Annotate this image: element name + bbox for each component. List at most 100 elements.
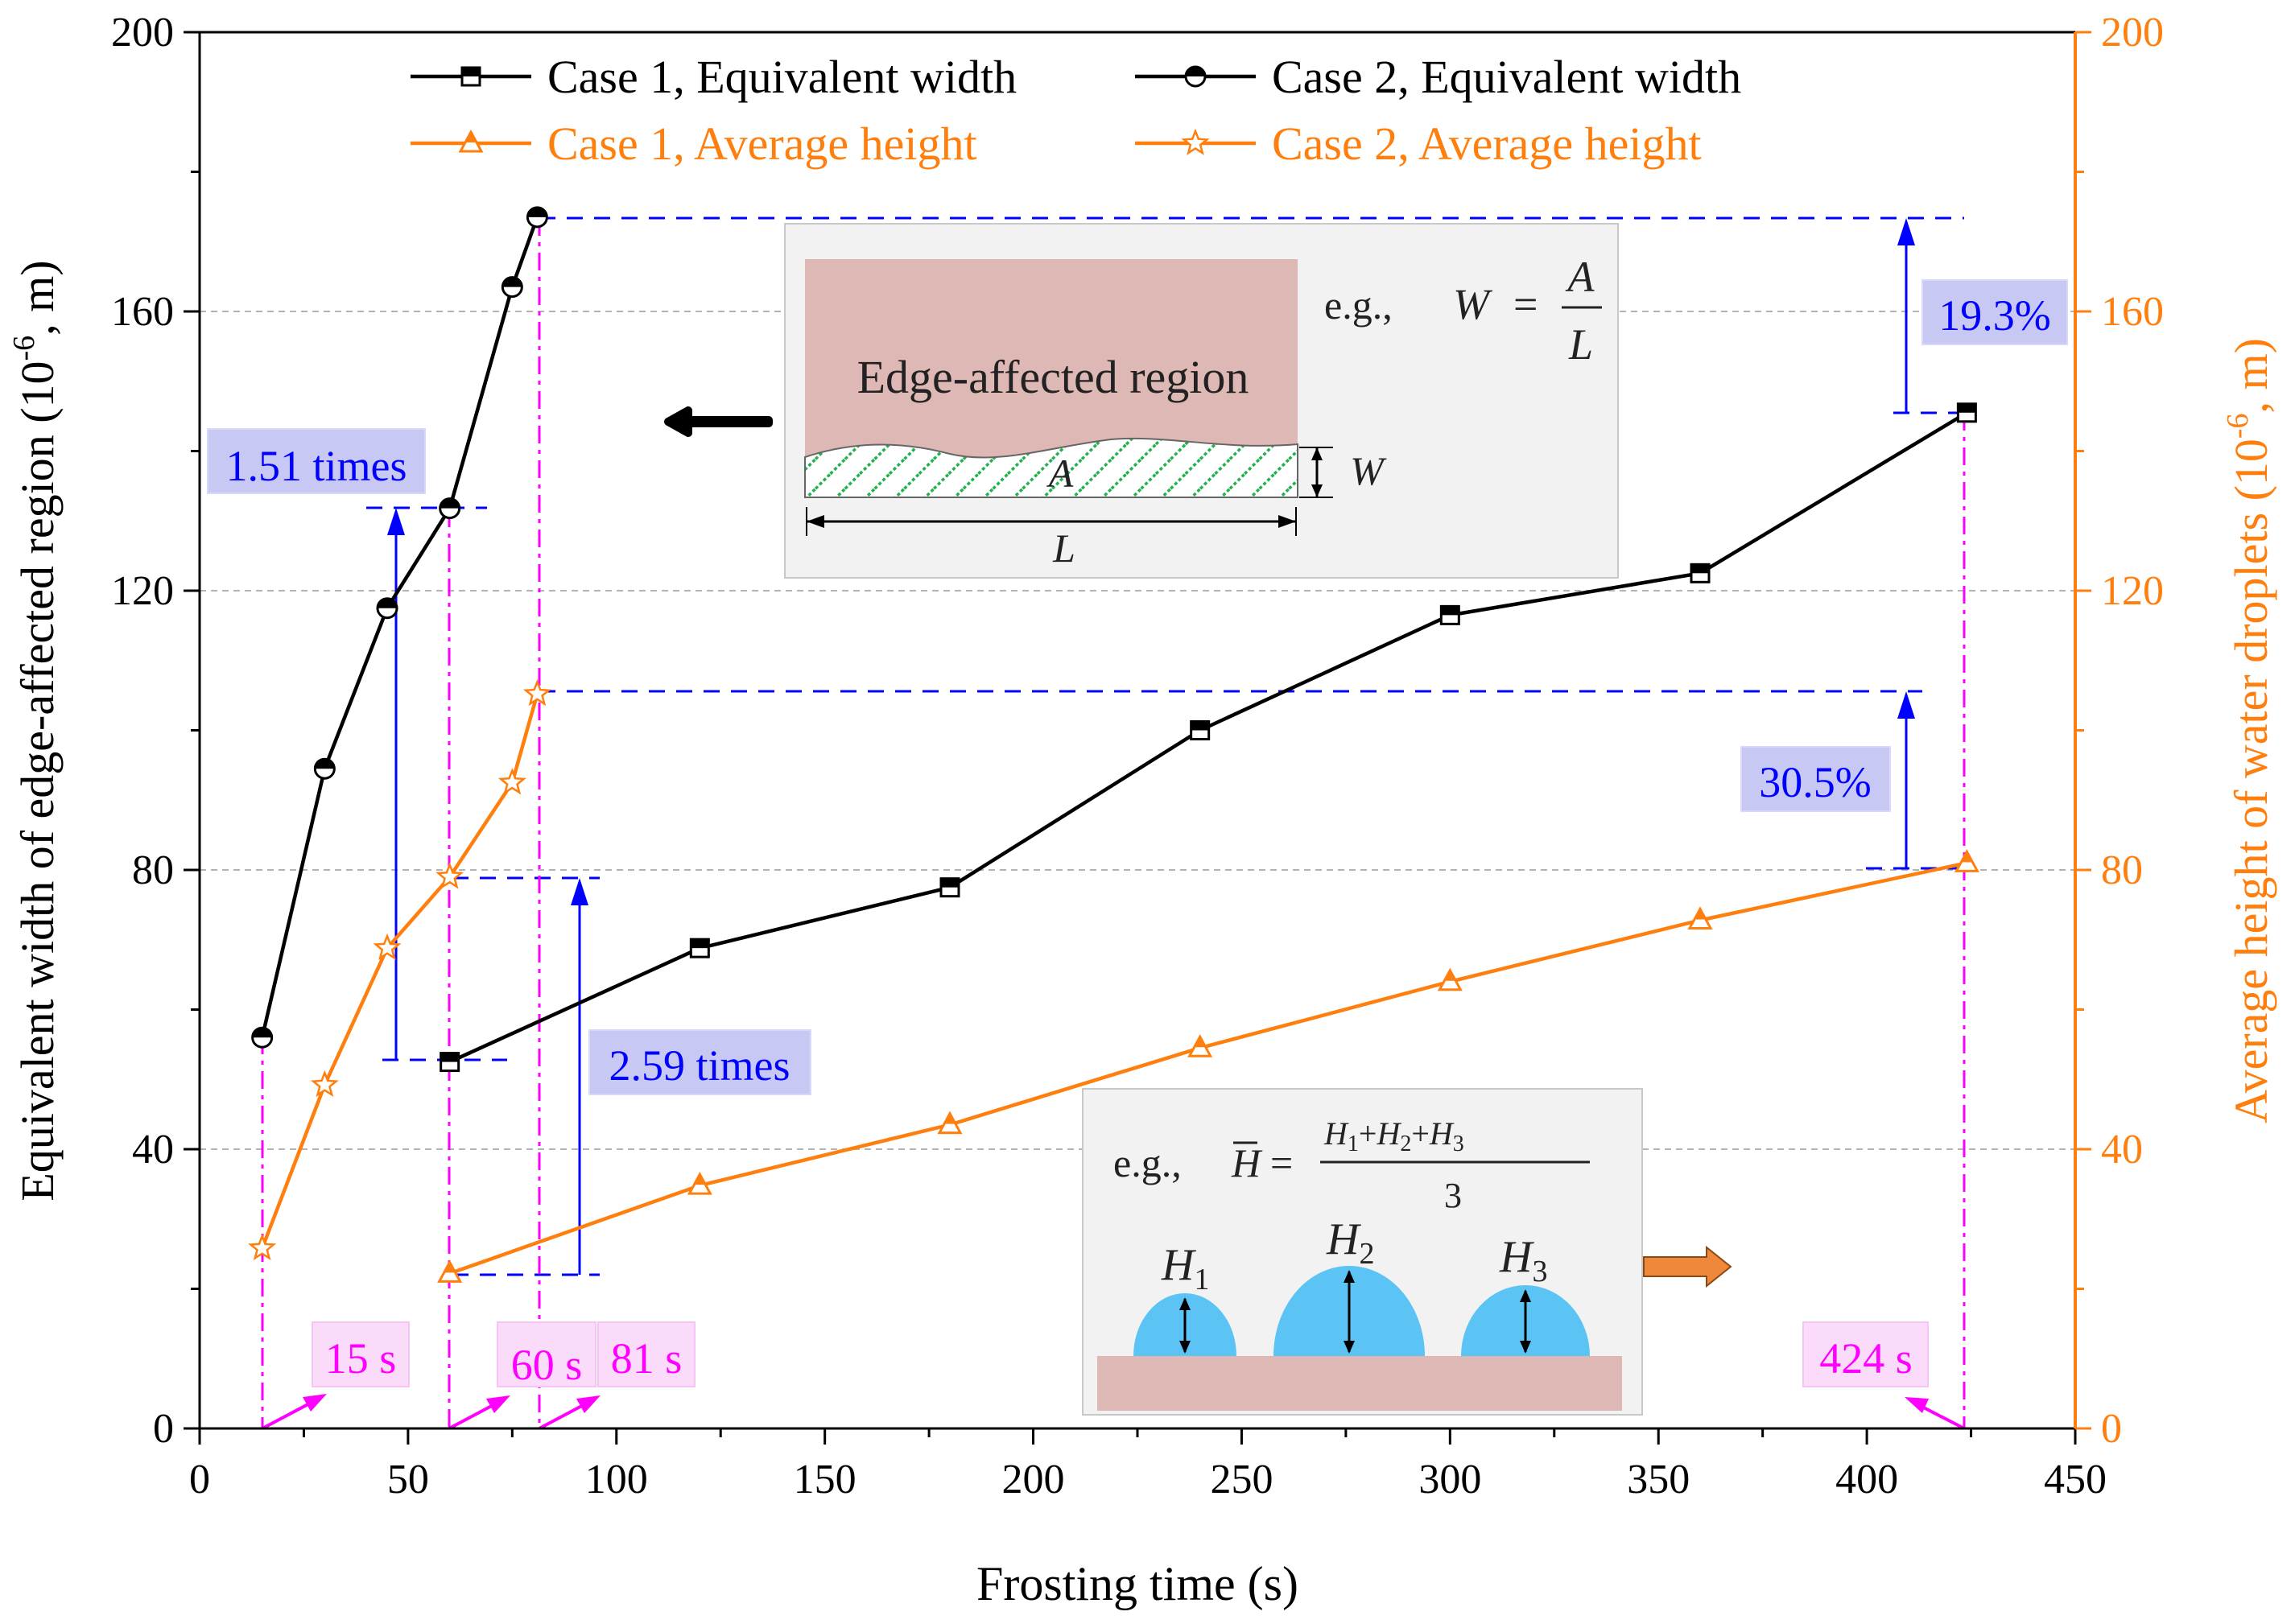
series-line-2 xyxy=(260,216,539,1038)
y-right-tick-label: 80 xyxy=(2101,847,2143,893)
star-marker xyxy=(373,933,402,961)
x-tick-label: 450 xyxy=(2044,1457,2107,1502)
pct-193-label: 19.3% xyxy=(1938,291,2050,340)
t15-label: 15 s xyxy=(325,1334,397,1383)
formula-hbar: H xyxy=(1231,1140,1263,1185)
droplet-arrowheads xyxy=(1179,1270,1531,1354)
blue-arrowhead-259 xyxy=(571,878,588,905)
x-tick-label: 400 xyxy=(1835,1457,1898,1502)
circle-marker xyxy=(251,1026,274,1049)
star-marker xyxy=(497,768,526,795)
t81-box xyxy=(597,1321,696,1387)
label-w: W xyxy=(1350,448,1387,493)
triangle-marker xyxy=(687,1171,712,1195)
l-arrow-right xyxy=(1278,515,1296,528)
l-arrow-left xyxy=(807,515,824,528)
star-marker xyxy=(310,1070,339,1098)
square-marker xyxy=(460,66,481,87)
legend-label-4: Case 2, Average height xyxy=(1272,117,1702,170)
x-tick-label: 200 xyxy=(1002,1457,1065,1502)
square-marker xyxy=(1439,604,1460,625)
w-arrow-bottom xyxy=(1311,484,1323,497)
y-right-tick-label: 200 xyxy=(2101,10,2164,56)
blue-arrowhead-193 xyxy=(1897,218,1915,245)
label-l: L xyxy=(1052,526,1075,571)
magenta-pointers xyxy=(262,1394,1965,1430)
triangle-marker xyxy=(1187,1034,1213,1057)
star-marker xyxy=(435,862,464,889)
x-tick-label: 250 xyxy=(1210,1457,1273,1502)
formula-numerator: H1+H2+H3 xyxy=(1323,1115,1464,1156)
blue-arrowhead-151 xyxy=(387,508,405,535)
h3-label: H3 xyxy=(1499,1232,1547,1288)
x-tick-label: 50 xyxy=(387,1457,429,1502)
h1-label: H1 xyxy=(1161,1240,1209,1296)
star-marker xyxy=(248,1233,277,1261)
t15-box xyxy=(312,1321,410,1387)
circle-marker xyxy=(526,206,548,229)
series-layer xyxy=(248,206,1979,1283)
formula-w: W xyxy=(1453,280,1493,328)
star-marker xyxy=(522,678,551,707)
times-151-label: 1.51 times xyxy=(226,442,407,490)
edge-region-inset: Edge-affected region A L W e.g., W = A L xyxy=(784,223,1619,579)
y-left-tick-label: 200 xyxy=(111,10,174,56)
triangle-marker xyxy=(1954,849,1979,872)
y-left-tick-label: 120 xyxy=(111,568,174,614)
circle-marker xyxy=(313,757,336,780)
left-axis-arrow xyxy=(664,406,773,437)
circle-marker xyxy=(439,497,461,520)
formula-h-equals: = xyxy=(1270,1140,1293,1185)
t60-label: 60 s xyxy=(511,1341,583,1389)
hatched-area xyxy=(804,437,1298,498)
eg-label-2: e.g., xyxy=(1113,1140,1182,1185)
times-259-box xyxy=(588,1029,811,1095)
legend-label-2: Case 2, Equivalent width xyxy=(1272,51,1741,103)
square-marker xyxy=(1690,563,1711,583)
x-axis-title: Frosting time (s) xyxy=(976,1557,1298,1610)
square-marker xyxy=(440,1052,460,1073)
triangle-marker xyxy=(1687,906,1713,929)
droplet-inset: H1 H2 H3 e.g., H = H1+H2+H3 3 xyxy=(1082,1088,1643,1416)
triangle-marker xyxy=(937,1111,963,1135)
x-tick-label: 150 xyxy=(794,1457,856,1502)
times-259-label: 2.59 times xyxy=(609,1041,790,1090)
square-marker xyxy=(939,877,960,898)
legend: Case 1, Equivalent width Case 2, Equivale… xyxy=(411,51,1741,170)
times-151-box xyxy=(207,428,426,494)
x-tick-label: 0 xyxy=(189,1457,210,1502)
x-tick-label: 350 xyxy=(1627,1457,1690,1502)
y-right-tick-label: 0 xyxy=(2101,1406,2122,1452)
h2-label: H2 xyxy=(1326,1214,1374,1271)
y-left-tick-label: 160 xyxy=(111,289,174,335)
legend-label-1: Case 1, Equivalent width xyxy=(547,51,1017,103)
formula-w-equals: = xyxy=(1513,280,1538,328)
circle-marker xyxy=(501,276,523,299)
formula-l: L xyxy=(1568,320,1593,369)
left-axis-title: Equivalent width of edge-affected region… xyxy=(7,260,64,1201)
pct-305-box xyxy=(1740,746,1891,812)
reference-lines xyxy=(261,216,1966,1430)
w-arrow-top xyxy=(1311,447,1323,460)
label-a: A xyxy=(1046,451,1074,496)
eg-label-1: e.g., xyxy=(1324,282,1393,328)
x-tick-label: 300 xyxy=(1418,1457,1481,1502)
formula-denominator: 3 xyxy=(1444,1176,1462,1215)
t424-label: 424 s xyxy=(1819,1334,1913,1383)
square-marker xyxy=(1190,720,1211,740)
triangle-marker xyxy=(1437,967,1463,991)
substrate xyxy=(1097,1356,1622,1411)
blue-arrowhead-305 xyxy=(1897,691,1915,719)
star-marker xyxy=(1181,128,1210,155)
square-marker xyxy=(1956,402,1977,423)
triangle-marker xyxy=(437,1259,463,1283)
t424-box xyxy=(1802,1321,1929,1387)
x-tick-label: 100 xyxy=(585,1457,648,1502)
annotation-labels: 1.51 times 2.59 times 19.3% 30.5% 15 s 6… xyxy=(207,279,2068,1389)
legend-label-3: Case 1, Average height xyxy=(547,117,977,170)
edge-region-label: Edge-affected region xyxy=(857,351,1249,403)
y-right-tick-label: 160 xyxy=(2101,289,2164,335)
pct-193-box xyxy=(1921,279,2068,345)
series-line-4 xyxy=(260,693,539,1250)
y-right-tick-label: 40 xyxy=(2101,1127,2143,1173)
